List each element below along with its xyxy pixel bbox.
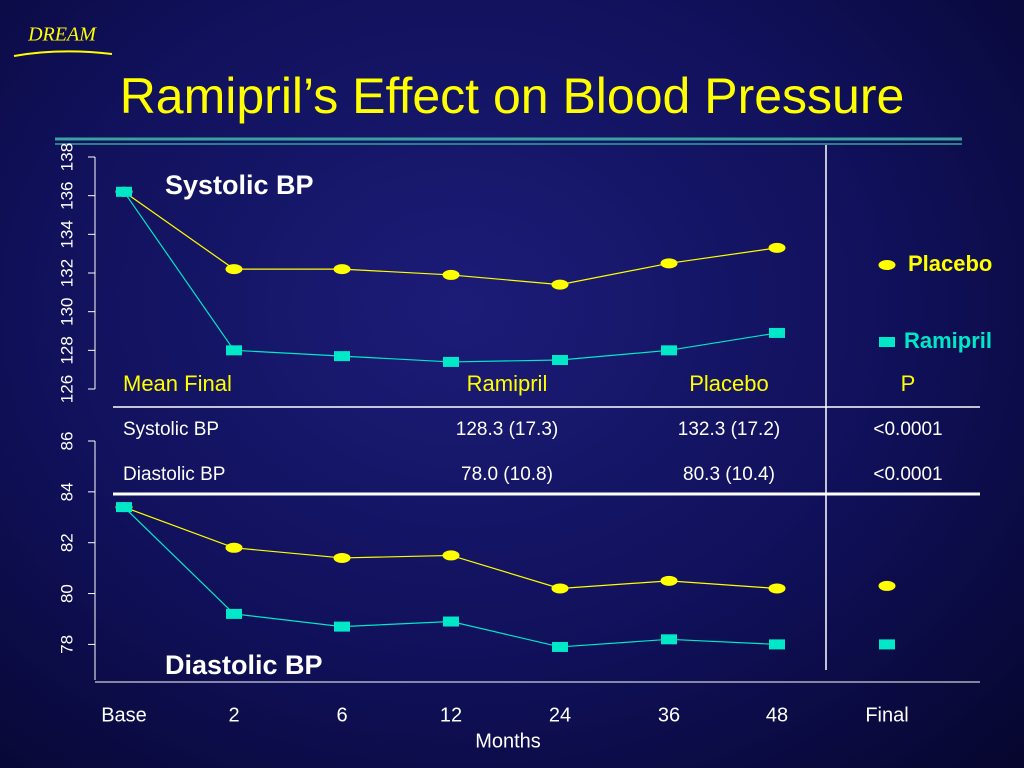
ramipril-marker	[769, 639, 785, 650]
placebo-marker	[768, 583, 786, 594]
placebo-marker	[442, 550, 460, 561]
table-header: Mean Final	[123, 371, 232, 396]
x-tick-label: 24	[549, 704, 571, 726]
x-tick-label: 2	[228, 704, 239, 726]
legend-marker	[878, 260, 896, 270]
table-header: Ramipril	[467, 371, 548, 396]
y-tick-label: 132	[57, 259, 76, 287]
ramipril-marker	[443, 616, 459, 627]
ramipril-marker	[334, 351, 350, 362]
table-cell: 128.3 (17.3)	[456, 419, 558, 440]
y-tick-label: 84	[57, 482, 76, 501]
placebo-marker	[333, 264, 351, 275]
ramipril-marker	[879, 639, 895, 650]
placebo-marker	[551, 583, 569, 594]
ramipril-marker	[769, 327, 785, 338]
slide-title: Ramipril’s Effect on Blood Pressure	[120, 68, 905, 124]
placebo-marker	[551, 279, 569, 290]
x-axis-label: Months	[475, 730, 541, 752]
table-cell: Diastolic BP	[123, 464, 225, 485]
table-cell: 80.3 (10.4)	[683, 464, 775, 485]
ramipril-marker	[661, 345, 677, 356]
x-tick-label: 6	[336, 704, 347, 726]
y-tick-label: 82	[57, 533, 76, 552]
table-cell: 78.0 (10.8)	[461, 464, 553, 485]
y-tick-label: 138	[57, 143, 76, 171]
placebo-marker	[333, 552, 351, 563]
placebo-marker	[660, 258, 678, 269]
ramipril-marker	[443, 356, 459, 367]
table-cell: 132.3 (17.2)	[678, 419, 780, 440]
ramipril-marker	[226, 608, 242, 619]
y-tick-label: 134	[57, 220, 76, 248]
ramipril-marker	[552, 641, 568, 652]
placebo-marker	[768, 242, 786, 253]
table-header: P	[901, 371, 916, 396]
x-tick-label: 36	[658, 704, 680, 726]
legend-label: Placebo	[908, 251, 992, 276]
series-line	[123, 506, 778, 590]
placebo-marker	[878, 580, 896, 591]
y-tick-label: 128	[57, 336, 76, 364]
ramipril-marker	[226, 345, 242, 356]
ramipril-marker	[116, 502, 132, 513]
table-cell: Systolic BP	[123, 419, 219, 440]
ramipril-marker	[334, 621, 350, 632]
table-header: Placebo	[689, 371, 769, 396]
placebo-marker	[225, 542, 243, 553]
y-tick-label: 130	[57, 297, 76, 325]
placebo-marker	[442, 269, 460, 280]
logo: DREAM	[27, 24, 97, 46]
x-tick-label: Base	[101, 704, 147, 726]
ramipril-marker	[116, 186, 132, 197]
y-tick-label: 126	[57, 375, 76, 403]
y-tick-label: 80	[57, 584, 76, 603]
ramipril-marker	[661, 634, 677, 645]
chart-title: Systolic BP	[165, 170, 314, 200]
placebo-marker	[225, 264, 243, 275]
chart-title: Diastolic BP	[165, 650, 323, 680]
legend-marker	[879, 337, 895, 347]
x-tick-label: 48	[766, 704, 788, 726]
table-cell: <0.0001	[873, 419, 942, 440]
logo-swoosh	[13, 50, 113, 57]
y-tick-label: 136	[57, 181, 76, 209]
x-tick-label: 12	[440, 704, 462, 726]
placebo-marker	[660, 575, 678, 586]
table-cell: <0.0001	[873, 464, 942, 485]
legend-label: Ramipril	[904, 328, 992, 353]
ramipril-marker	[552, 355, 568, 365]
y-tick-label: 86	[57, 432, 76, 451]
y-tick-label: 78	[57, 635, 76, 654]
x-tick-label: Final	[865, 704, 908, 726]
